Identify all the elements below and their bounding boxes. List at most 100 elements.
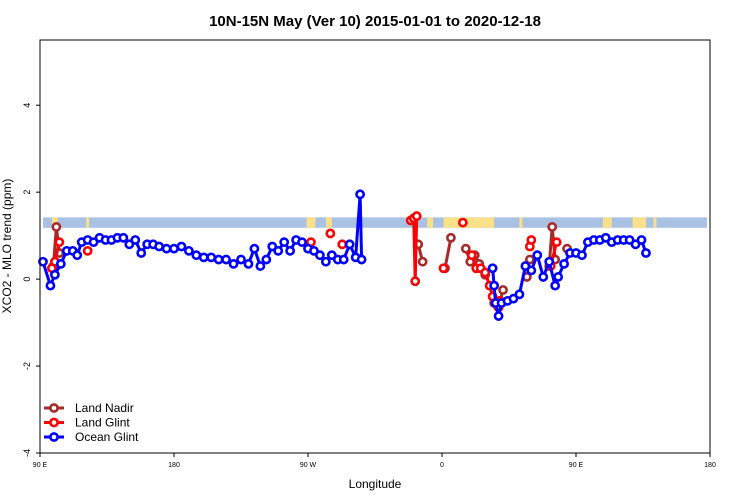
legend-swatch-point: [49, 432, 59, 442]
plot-frame: [39, 39, 711, 454]
land-segment: [325, 217, 332, 228]
land-glint-point: [526, 235, 537, 245]
ocean-glint-point: [249, 243, 260, 254]
ocean-glint-point: [154, 241, 165, 252]
legend-item-ocean-glint: Ocean Glint: [44, 430, 139, 444]
ocean-glint-point: [213, 254, 224, 265]
y-tick-label: -2: [22, 362, 32, 370]
legend-swatch-point: [49, 417, 59, 428]
ocean-glint-point: [285, 245, 296, 256]
land-segment: [427, 217, 434, 228]
y-tick-label: 4: [22, 103, 32, 108]
land-segment: [443, 217, 495, 228]
land-glint-point: [457, 217, 468, 228]
legend-label: Land Glint: [75, 416, 130, 430]
ocean-glint-point: [641, 248, 651, 258]
land-glint-point: [54, 237, 65, 248]
ocean-glint-point: [297, 237, 307, 248]
ocean-glint-point: [577, 250, 587, 261]
ocean-glint-point: [228, 258, 239, 269]
land-segment: [86, 217, 90, 228]
land-segment: [306, 217, 316, 228]
ocean-glint-point: [130, 235, 141, 245]
land-glint-point: [411, 211, 422, 221]
ocean-glint-point: [493, 311, 504, 321]
ocean-glint-point: [55, 258, 66, 269]
ocean-glint-point: [255, 261, 266, 271]
ocean-glint-point: [261, 254, 272, 265]
x-tick-label: 180: [168, 462, 180, 469]
ocean-glint-point: [191, 250, 202, 261]
land-nadir-point: [524, 254, 535, 265]
ocean-glint-point: [315, 250, 325, 261]
ocean-glint-point: [344, 239, 355, 250]
ocean-glint-point: [38, 256, 48, 267]
x-tick-label: 0: [440, 462, 444, 469]
land-glint-point: [337, 239, 348, 250]
ocean-glint-point: [72, 250, 83, 261]
land-glint-point: [466, 250, 477, 261]
legend-swatch-point: [49, 403, 59, 413]
legend-item-land-glint: Land Glint: [44, 416, 130, 430]
x-axis-ticks: 90 E 180 90 W 0 90 E 180: [33, 453, 716, 469]
legend-label: Land Nadir: [75, 401, 134, 415]
y-tick-label: 2: [22, 190, 32, 195]
ocean-glint-point: [279, 237, 290, 248]
ocean-glint-point: [161, 243, 172, 254]
ocean-glint-point: [198, 252, 209, 263]
land-segment: [653, 217, 657, 228]
y-axis-label: XCO2 - MLO trend (ppm): [0, 179, 14, 314]
land-segment: [632, 217, 646, 228]
ocean-glint-point: [118, 232, 129, 243]
x-axis-label: Longitude: [349, 477, 402, 491]
land-nadir-line: [443, 237, 453, 269]
ocean-glint-point: [489, 280, 500, 291]
ocean-glint-point: [45, 280, 56, 291]
ocean-glint-point: [49, 269, 60, 280]
x-tick-label: 90 E: [569, 462, 584, 469]
land-glint-point: [410, 276, 421, 287]
series-layer: [38, 189, 651, 321]
land-glint-point: [480, 267, 491, 278]
x-tick-label: 90 W: [300, 462, 317, 469]
ocean-glint-point: [356, 254, 367, 265]
ocean-glint-point: [538, 272, 549, 282]
y-axis-ticks: -4 -2 0 2 4: [22, 103, 40, 457]
ocean-glint-point: [221, 254, 232, 265]
ocean-glint-point: [236, 254, 246, 265]
chart-title: 10N-15N May (Ver 10) 2015-01-01 to 2020-…: [209, 13, 541, 30]
land-nadir-point: [547, 222, 558, 232]
land-nadir-point: [446, 232, 456, 243]
land-glint-point: [551, 237, 562, 248]
legend-label: Ocean Glint: [75, 430, 139, 444]
ocean-glint-point: [243, 258, 254, 269]
y-tick-label: -4: [22, 449, 32, 457]
ocean-glint-point: [273, 245, 284, 256]
ocean-glint-point: [550, 280, 561, 291]
ocean-glint-point: [176, 241, 187, 252]
x-tick-label: 180: [704, 462, 716, 469]
land-nadir-point: [417, 256, 428, 267]
y-tick-label: 0: [22, 277, 32, 282]
land-segment: [519, 217, 523, 228]
ocean-glint-point: [532, 250, 543, 261]
ocean-glint-point: [514, 289, 525, 300]
ocean-glint-point: [136, 248, 147, 258]
ocean-glint-point: [559, 258, 569, 269]
x-tick-label: 90 E: [33, 462, 48, 469]
ocean-glint-point: [355, 189, 366, 200]
ocean-glint-point: [636, 235, 647, 245]
land-glint-point: [82, 245, 93, 256]
ocean-glint-point: [544, 256, 555, 267]
ocean-glint-point: [183, 245, 194, 256]
legend-item-land-nadir: Land Nadir: [44, 401, 134, 415]
ocean-glint-point: [338, 254, 349, 265]
land-segment: [602, 217, 612, 228]
land-ocean-band: [42, 217, 708, 228]
land-nadir-point: [51, 222, 62, 232]
land-nadir-point: [460, 243, 471, 254]
ocean-glint-point: [206, 252, 217, 263]
land-glint-point: [325, 228, 336, 239]
ocean-band: [42, 217, 708, 228]
